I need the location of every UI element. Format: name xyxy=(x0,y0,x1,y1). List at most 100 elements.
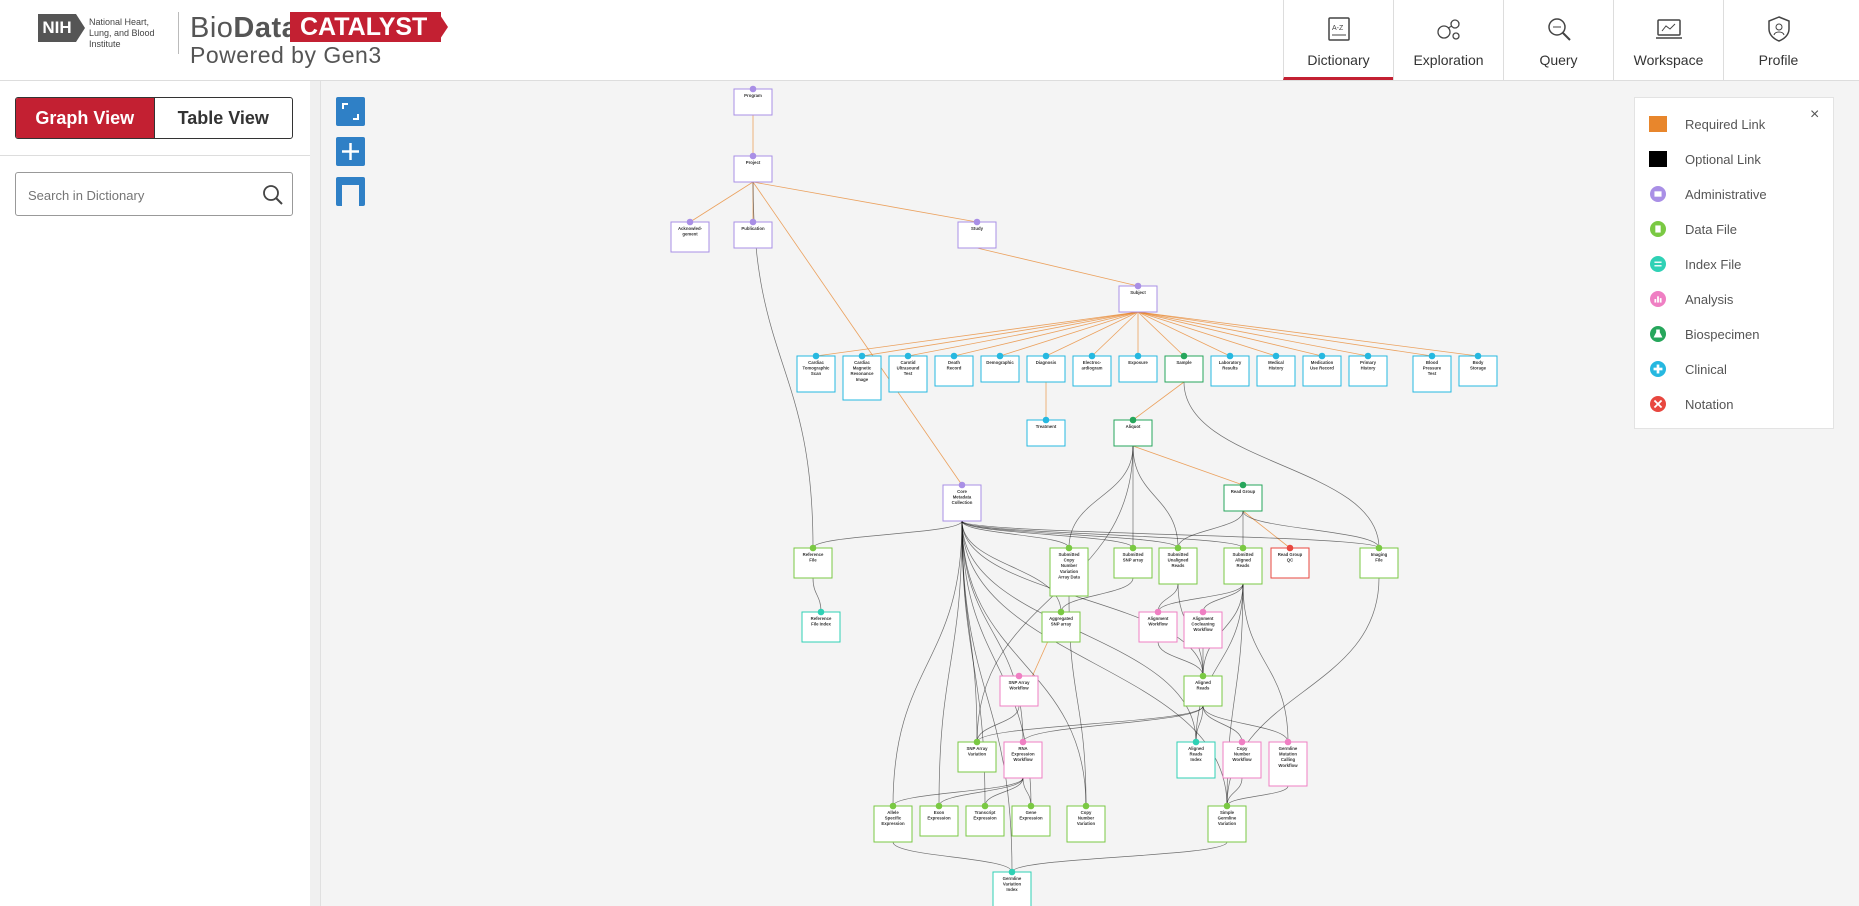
node-box xyxy=(1268,741,1308,787)
graph-edge xyxy=(961,520,1244,549)
nih-logo[interactable]: NIH xyxy=(38,14,76,42)
table-view-button[interactable]: Table View xyxy=(153,98,293,138)
brand-name[interactable]: BioData xyxy=(190,12,298,45)
graph-node-sample[interactable]: Sample xyxy=(1164,352,1204,383)
graph-node-rg[interactable]: Read Group xyxy=(1223,481,1263,512)
sidebar-resize-handle[interactable] xyxy=(310,81,321,906)
node-label: Read Group xyxy=(1278,552,1303,557)
node-label: Record xyxy=(947,366,962,371)
node-type-icon xyxy=(1192,738,1200,746)
node-type-icon xyxy=(973,218,981,226)
graph-edge xyxy=(752,181,978,223)
graph-node-subject[interactable]: Subject xyxy=(1118,282,1158,313)
nav-workspace[interactable]: Workspace xyxy=(1613,0,1723,80)
graph-edge xyxy=(1202,705,1289,743)
zoom-in-button[interactable] xyxy=(336,137,365,166)
node-label: Medical xyxy=(1268,360,1284,365)
node-type-icon xyxy=(1027,802,1035,810)
nav-query[interactable]: Query xyxy=(1503,0,1613,80)
nav-label: Query xyxy=(1539,52,1578,68)
graph-edge xyxy=(1137,311,1369,357)
graph-node-pub[interactable]: Publication xyxy=(733,218,773,249)
node-label: SNP Array xyxy=(1008,680,1030,685)
graph-node-aliquot[interactable]: Aliquot xyxy=(1113,416,1153,447)
node-label: Exon xyxy=(934,810,945,815)
graph-edge xyxy=(1132,445,1179,549)
brand-catalyst: CATALYST xyxy=(290,12,442,42)
graph-edge xyxy=(815,311,1139,357)
graph-node-ack[interactable]: Acknowled-gement xyxy=(670,218,710,253)
logo-divider xyxy=(178,12,179,54)
node-label: Demographic xyxy=(986,360,1014,365)
zoom-out-button[interactable] xyxy=(336,177,365,206)
search-input[interactable] xyxy=(26,183,250,207)
node-label: Gene xyxy=(1026,810,1037,815)
fit-screen-icon xyxy=(342,103,359,120)
search-icon[interactable] xyxy=(262,184,284,206)
graph-node-demo[interactable]: Demographic xyxy=(980,352,1020,383)
nav-profile[interactable]: Profile xyxy=(1723,0,1833,80)
node-box xyxy=(888,355,928,393)
nav-dictionary[interactable]: A-Z Dictionary xyxy=(1283,0,1393,80)
optional-link-swatch xyxy=(1649,151,1667,167)
graph-node-diag[interactable]: Diagnosis xyxy=(1026,352,1066,383)
node-label: Expression xyxy=(1019,816,1043,821)
graph-node-ecg[interactable]: Electroc-ardiogram xyxy=(1072,352,1112,387)
nav-exploration[interactable]: Exploration xyxy=(1393,0,1503,80)
node-label: Expression xyxy=(973,816,997,821)
legend-label: Optional Link xyxy=(1685,152,1761,167)
graph-edge xyxy=(1137,311,1479,357)
node-type-icon xyxy=(749,218,757,226)
fit-to-screen-button[interactable] xyxy=(336,97,365,126)
graph-view-button[interactable]: Graph View xyxy=(16,98,154,138)
graph-node-study[interactable]: Study xyxy=(957,218,997,249)
graph-canvas[interactable]: Program Project Acknowled-gement Publicatio… xyxy=(321,81,1859,906)
node-label: Resonance xyxy=(851,371,875,376)
graph-node-treat[interactable]: Treatment xyxy=(1026,416,1066,447)
dictionary-graph[interactable]: Program Project Acknowled-gement Publicatio… xyxy=(321,81,1859,906)
node-label: Index xyxy=(1190,757,1202,762)
graph-node-project[interactable]: Project xyxy=(733,152,773,183)
close-icon[interactable]: × xyxy=(1810,106,1820,123)
node-box xyxy=(1158,547,1198,585)
graph-node-expo[interactable]: Exposure xyxy=(1118,352,1158,383)
graph-node-program[interactable]: Program xyxy=(733,85,773,116)
graph-edge xyxy=(752,181,963,486)
